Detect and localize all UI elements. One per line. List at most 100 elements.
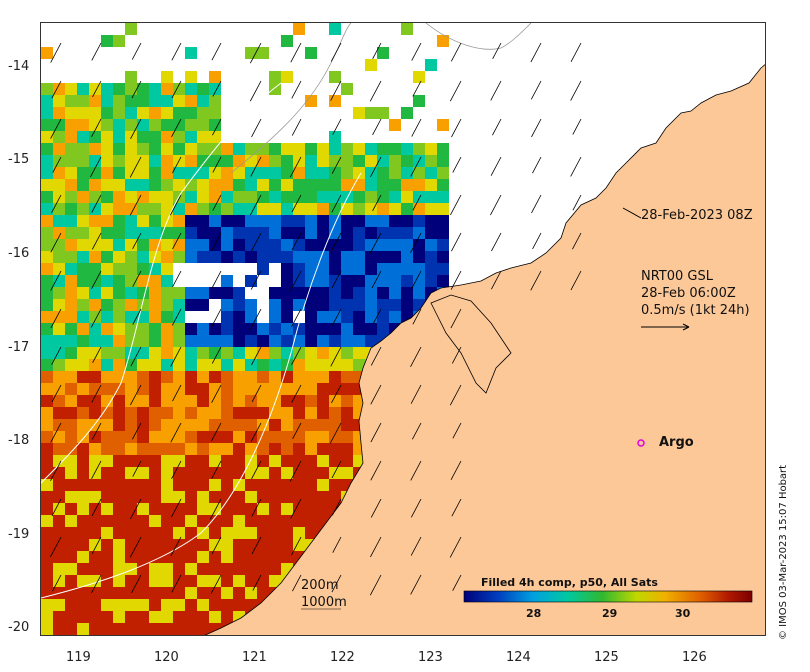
current-arrow	[130, 118, 142, 139]
current-arrow	[50, 232, 62, 253]
current-arrow	[210, 308, 222, 328]
current-arrow	[490, 80, 502, 101]
current-arrow	[410, 232, 422, 253]
current-arrow	[171, 498, 182, 518]
current-arrow	[490, 156, 502, 176]
current-arrow	[450, 460, 462, 481]
current-arrow	[171, 42, 182, 61]
current-arrow	[91, 460, 102, 480]
current-arrow	[370, 498, 382, 518]
current-arrow	[450, 308, 462, 329]
current-arrow	[211, 422, 222, 442]
current-arrow	[331, 270, 342, 289]
current-arrow	[290, 42, 302, 63]
x-tick: 123	[418, 650, 443, 665]
colorbar-tick: 28	[526, 607, 542, 620]
current-arrow	[410, 574, 422, 595]
current-arrow	[212, 118, 222, 136]
current-arrow	[92, 232, 102, 250]
current-arrow	[331, 574, 342, 593]
y-tick: -18	[8, 433, 30, 448]
current-arrow	[369, 80, 382, 102]
current-arrow	[530, 42, 542, 63]
current-arrow	[530, 80, 542, 100]
current-arrow	[131, 80, 142, 99]
current-arrow	[91, 574, 102, 594]
current-arrow	[170, 346, 182, 367]
current-arrow	[492, 118, 502, 136]
current-arrow	[132, 308, 142, 325]
map-canvas	[41, 23, 765, 635]
sst-map: 28-Feb-2023 08Z NRT00 GSL 28-Feb 06:00Z …	[40, 22, 766, 636]
current-arrow	[172, 384, 182, 402]
current-arrow	[250, 232, 262, 252]
current-arrow	[172, 232, 182, 250]
current-arrow	[570, 80, 582, 101]
current-arrow	[331, 384, 342, 404]
current-arrow	[50, 308, 62, 329]
current-arrow	[330, 346, 342, 367]
current-arrow	[410, 270, 422, 291]
current-arrow	[330, 42, 342, 62]
current-arrow	[411, 118, 422, 137]
current-arrow	[90, 156, 102, 178]
current-arrow	[91, 536, 102, 554]
current-arrow	[452, 574, 462, 591]
current-arrow	[52, 574, 62, 592]
current-arrow	[251, 118, 262, 138]
current-arrow	[171, 574, 182, 593]
current-arrow	[92, 346, 102, 364]
current-arrow	[249, 308, 262, 330]
current-arrow	[570, 42, 582, 62]
current-arrow	[410, 460, 422, 481]
current-arrow	[289, 460, 302, 482]
current-arrow	[130, 346, 142, 367]
x-tick: 126	[682, 650, 707, 665]
current-arrow	[211, 270, 222, 289]
current-arrow	[291, 80, 302, 99]
current-arrow	[411, 42, 422, 61]
scale-label: 0.5m/s (1kt 24h)	[641, 303, 750, 318]
current-arrow	[252, 574, 262, 591]
current-arrow	[50, 460, 62, 481]
current-arrow	[90, 308, 102, 328]
current-arrow	[570, 156, 582, 177]
current-arrow	[572, 232, 582, 250]
current-arrow	[292, 574, 302, 592]
current-arrow	[332, 498, 342, 516]
current-arrow	[91, 42, 102, 61]
current-arrow	[251, 346, 262, 366]
current-time-label: 28-Feb 06:00Z	[641, 286, 736, 301]
current-arrow	[330, 232, 342, 253]
current-arrow	[171, 118, 182, 138]
current-arrow	[251, 498, 262, 517]
current-arrow	[329, 422, 342, 444]
current-arrows	[50, 42, 582, 596]
current-arrow	[250, 156, 262, 177]
colorbar-tick: 30	[675, 607, 691, 620]
current-arrow	[132, 270, 142, 287]
current-arrow	[412, 80, 422, 97]
current-arrow	[451, 498, 462, 517]
current-arrow	[291, 536, 302, 556]
current-arrow	[250, 270, 262, 290]
current-arrow	[50, 118, 62, 139]
current-arrow	[372, 308, 382, 325]
current-arrow	[412, 308, 422, 325]
y-tick: -16	[8, 246, 30, 261]
current-arrow	[411, 422, 422, 440]
current-arrow	[292, 422, 302, 440]
current-arrow	[410, 346, 422, 368]
current-arrow	[91, 422, 102, 440]
current-arrow	[572, 194, 582, 211]
current-arrow	[289, 270, 302, 292]
current-arrow	[451, 118, 462, 138]
colorbar	[463, 590, 753, 603]
x-tick: 121	[242, 650, 267, 665]
current-arrow	[450, 270, 462, 290]
contour-200-label: 200m	[301, 578, 339, 593]
current-arrow	[172, 270, 182, 288]
current-arrow	[132, 422, 142, 440]
x-tick: 119	[66, 650, 91, 665]
colorbar-title: Filled 4h comp, p50, All Sats	[481, 576, 658, 589]
